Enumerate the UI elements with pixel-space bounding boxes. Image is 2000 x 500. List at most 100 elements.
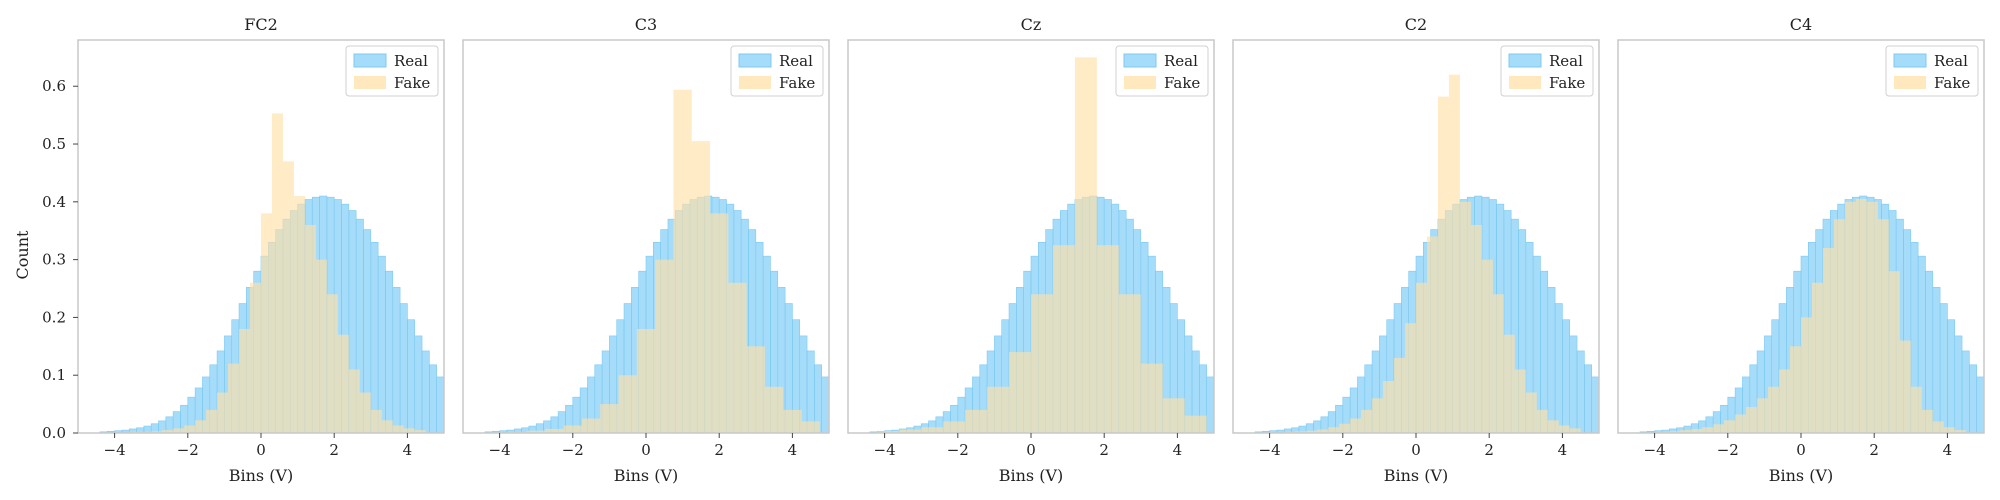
legend: Real Fake [730,45,824,97]
real-bar [836,397,843,433]
panel-c4: C4 −4 −2 0 2 4 Bins (V) Real Fake [1617,15,1998,485]
series-fake [490,89,820,433]
legend-real-swatch [738,53,772,68]
fake-bar [1405,323,1416,433]
x-tick-label: 4 [1558,441,1568,459]
fake-bar [728,282,747,433]
legend: Real Fake [1500,45,1594,97]
fake-bar [1394,357,1406,433]
fake-bar [403,428,415,433]
real-bar [1554,303,1563,433]
x-tick-label: 2 [714,441,724,459]
fake-bar [359,392,371,433]
fake-bar [1877,219,1889,433]
fake-bar [1481,259,1493,433]
fake-bar [1426,236,1438,433]
fake-bar [261,213,272,433]
real-bar [858,417,865,433]
real-bar [399,303,408,433]
fake-bar [217,392,229,433]
real-bar [1636,421,1643,433]
fake-bar [655,259,674,433]
fake-bar [1822,248,1834,433]
real-bar [443,387,444,433]
fake-bar [1844,201,1856,433]
plot-area [484,89,865,433]
fake-bar [1932,421,1944,433]
fake-bar [673,89,692,433]
series-fake [877,57,1207,433]
fake-bar [1757,398,1769,433]
legend-real-swatch [1508,53,1542,68]
fake-bar [1921,409,1933,433]
fake-bar [392,425,404,433]
real-bar [851,412,858,433]
fake-bar [1339,423,1351,433]
fake-bar [1943,427,1955,433]
fake-bar [1569,428,1581,433]
fake-bar [1448,74,1460,433]
fake-bar [1680,430,1692,433]
fake-bar [1768,386,1780,433]
fake-bar [1558,425,1570,433]
fake-bar [337,334,349,433]
fake-bar [965,409,988,433]
legend-fake-label: Fake [1549,74,1585,92]
fake-bar [545,428,564,433]
legend-real-label: Real [779,52,813,70]
x-tick-label: 0 [256,441,266,459]
y-tick-label: 0.6 [42,77,66,95]
legend-real-swatch [353,53,387,68]
real-bar [385,270,394,433]
real-bar [1991,397,1998,433]
real-bar [377,255,386,433]
fake-bar [1295,431,1307,433]
fake-bar [801,421,820,433]
series-fake [1262,74,1581,433]
fake-bar [239,328,251,433]
fake-bar [228,363,240,433]
real-bar [821,376,829,433]
x-axis-label: Bins (V) [1769,466,1834,485]
x-tick-label: −4 [1259,441,1281,459]
x-tick-label: 2 [1099,441,1109,459]
fake-bar [1009,352,1031,433]
real-bar [1628,417,1635,433]
fake-bar [315,259,327,433]
fake-bar [1888,271,1900,433]
fake-bar [563,425,582,433]
legend-fake-swatch [739,76,771,89]
fake-bar [1833,219,1845,433]
real-bar [466,412,473,433]
panel-cz: Cz −4 −2 0 2 4 Bins (V) Real Fake [847,15,1250,485]
real-bar [1236,412,1243,433]
fake-bar [1492,294,1504,433]
x-tick-label: 4 [403,441,413,459]
fake-bar [1470,224,1482,433]
x-tick-label: 0 [1411,441,1421,459]
real-bar [1621,412,1628,433]
x-tick-label: 4 [788,441,798,459]
panel-title: C3 [635,15,657,34]
x-tick-label: −2 [562,441,584,459]
x-tick-label: 2 [1484,441,1494,459]
fake-bar [691,141,711,433]
real-bar [1213,387,1214,433]
real-bar [481,421,488,433]
real-bar [1591,376,1599,433]
fake-bar [1855,198,1867,433]
real-bar [1954,335,1963,433]
fake-bar [1954,430,1966,433]
fake-bar [162,430,174,433]
real-bar [1243,417,1250,433]
real-bar [1969,364,1977,433]
fake-bar [1383,380,1395,433]
real-bar [828,387,829,433]
fake-bar [348,369,360,433]
legend: Real Fake [345,45,439,97]
plot-area [99,113,488,433]
fake-bar [1350,418,1362,433]
real-bar [1976,376,1984,433]
panel-c2: C2 −4 −2 0 2 4 Bins (V) Real Fake [1232,15,1643,485]
fake-bar [1746,406,1758,433]
